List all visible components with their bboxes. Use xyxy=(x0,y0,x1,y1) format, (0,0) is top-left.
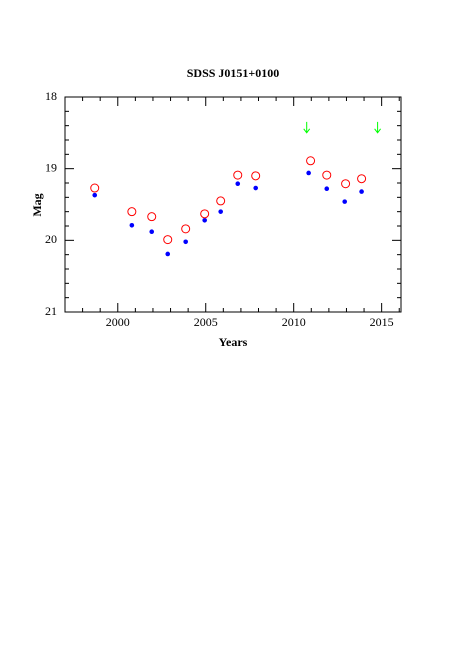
data-point xyxy=(90,183,100,193)
data-point xyxy=(218,209,223,214)
data-point xyxy=(129,222,135,228)
data-point xyxy=(127,207,137,217)
data-point xyxy=(251,171,261,181)
data-point xyxy=(306,170,311,176)
data-point xyxy=(324,186,330,192)
data-point xyxy=(235,181,241,187)
x-axis-label: Years xyxy=(219,335,248,349)
upper-limit-arrow xyxy=(303,121,311,134)
data-point xyxy=(357,174,367,184)
data-point xyxy=(92,192,98,198)
y-tick-label: 20 xyxy=(45,232,57,246)
x-tick-label: 2000 xyxy=(106,315,130,329)
data-point xyxy=(253,185,258,191)
upper-limit-arrow xyxy=(374,121,382,134)
data-point xyxy=(216,196,226,206)
data-point xyxy=(163,235,173,245)
data-point xyxy=(183,239,188,245)
data-point xyxy=(202,217,207,223)
chart-title: SDSS J0151+0100 xyxy=(187,66,280,80)
data-point xyxy=(200,209,210,219)
data-point xyxy=(149,229,155,235)
y-axis-label: Mag xyxy=(30,193,44,216)
y-tick-label: 19 xyxy=(45,160,57,174)
x-tick-label: 2005 xyxy=(194,315,218,329)
data-point xyxy=(233,170,243,180)
x-tick-label: 2010 xyxy=(282,315,306,329)
x-tick-label: 2015 xyxy=(370,315,394,329)
y-tick-label: 18 xyxy=(45,89,57,103)
data-point xyxy=(181,224,191,234)
data-point xyxy=(322,170,332,180)
data-point xyxy=(341,179,351,189)
data-point xyxy=(165,251,171,257)
data-point xyxy=(342,199,348,204)
data-point xyxy=(359,189,364,194)
plot-frame xyxy=(64,96,402,313)
y-tick-label: 21 xyxy=(45,304,57,318)
data-point xyxy=(306,156,316,166)
data-point xyxy=(147,212,157,222)
